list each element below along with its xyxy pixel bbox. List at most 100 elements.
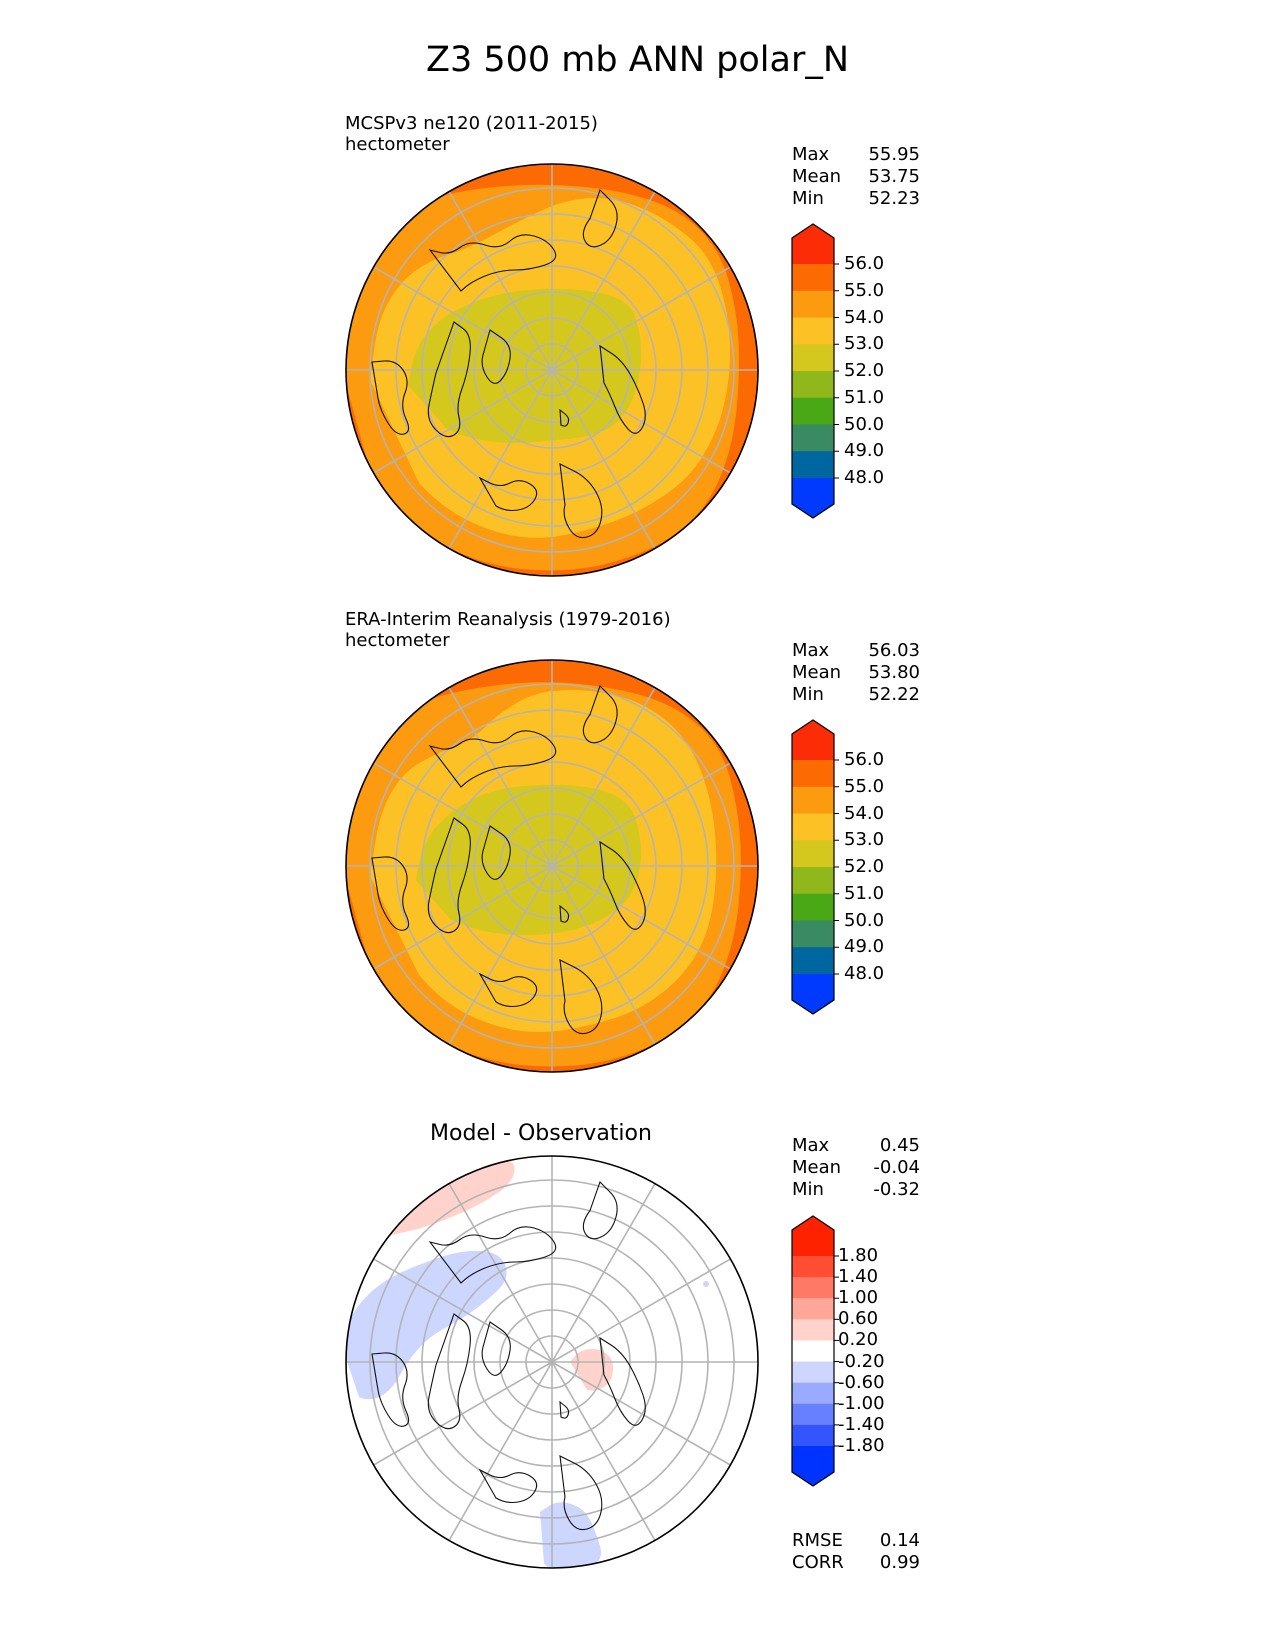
colorbar-tick-label: -1.00 — [838, 1392, 885, 1414]
coastline-path — [599, 1336, 646, 1426]
meridian-line — [436, 865, 553, 1066]
colorbar-tick-label: 49.0 — [844, 936, 885, 958]
panel-3-stats: Max 0.45 Mean -0.04 Min -0.32 — [792, 1135, 920, 1201]
meridian-line — [436, 1361, 553, 1562]
coastline-path — [481, 329, 511, 384]
coastline-path — [427, 321, 471, 438]
stat-row-max: Max 0.45 — [792, 1135, 920, 1157]
colorbar-segment — [792, 1256, 834, 1278]
colorbar-segment — [792, 371, 834, 399]
coastline-path — [371, 360, 410, 435]
stat-value: 53.80 — [868, 662, 920, 683]
stat-value: 0.14 — [879, 1530, 920, 1551]
stat-label: Max — [792, 640, 830, 661]
stat-row-min: Min -0.32 — [792, 1179, 920, 1201]
meridian-line — [352, 1246, 553, 1363]
contour-fill-52 — [416, 784, 642, 936]
figure-title: Z3 500 mb ANN polar_N — [425, 40, 850, 80]
meridian-line — [436, 369, 553, 570]
coastlines — [371, 1180, 646, 1531]
stat-row-rmse: RMSE 0.14 — [792, 1530, 920, 1552]
diff-positive-pacific — [370, 1158, 515, 1240]
map-border — [345, 163, 759, 577]
stat-label: Mean — [792, 166, 842, 187]
colorbar-segment — [792, 1424, 834, 1447]
coastline-path — [559, 1455, 603, 1531]
coastlines — [371, 188, 646, 539]
coastline-path — [481, 1321, 511, 1376]
panel-2-stats: Max 56.03 Mean 53.80 Min 52.22 — [792, 640, 920, 706]
map-border — [345, 659, 759, 1073]
colorbar-tick-label: 55.0 — [844, 279, 885, 301]
colorbar-segment — [792, 893, 834, 921]
meridian-line — [551, 750, 752, 867]
stat-value: -0.04 — [873, 1157, 920, 1178]
colorbar-segment — [792, 1361, 834, 1384]
colorbar-segment — [792, 1382, 834, 1405]
colorbar-tick-label: -0.20 — [838, 1350, 885, 1372]
stat-value: 55.95 — [868, 144, 920, 165]
coastline-path — [478, 1468, 538, 1504]
panel-1-stats: Max 55.95 Mean 53.75 Min 52.23 — [792, 144, 920, 210]
stat-row-mean: Mean 53.80 — [792, 662, 920, 684]
colorbar-extension-top — [792, 224, 834, 264]
meridian-line — [551, 865, 752, 982]
stat-value: 52.22 — [868, 684, 920, 705]
meridian-line — [352, 750, 553, 867]
stat-value: -0.32 — [873, 1179, 920, 1200]
colorbar-tick-label: 52.0 — [844, 360, 885, 381]
colorbar-tick-label: 1.80 — [838, 1245, 879, 1266]
coastline-path — [582, 1180, 618, 1240]
gridlines — [346, 164, 758, 576]
colorbar-extension-top — [792, 720, 834, 760]
coastline-path — [481, 825, 511, 880]
colorbar-tick-label: 0.20 — [838, 1329, 879, 1351]
stat-label: Max — [792, 144, 830, 165]
gridlines — [346, 660, 758, 1072]
diff-negative-speck — [703, 1281, 709, 1287]
coastline-path — [427, 1313, 471, 1430]
colorbar-segment — [792, 760, 834, 788]
meridian-line — [551, 1361, 668, 1562]
meridian-line — [551, 666, 668, 867]
coastline-path — [559, 1400, 570, 1419]
coastline-path — [427, 817, 471, 934]
meridian-line — [551, 170, 668, 371]
stat-label: Min — [792, 188, 824, 209]
coastline-path — [599, 840, 646, 930]
diff-negative-europe — [540, 1502, 601, 1568]
colorbar-segment — [792, 317, 834, 345]
colorbar-extension-bottom — [792, 974, 834, 1014]
colorbar-tick-label: 54.0 — [844, 306, 885, 328]
panel-2-units: hectometer — [345, 630, 450, 651]
colorbar-tick-label: -0.60 — [838, 1371, 885, 1393]
stat-label: RMSE — [792, 1530, 843, 1551]
meridian-line — [551, 254, 752, 371]
stat-label: Min — [792, 684, 824, 705]
coastline-path — [582, 684, 618, 744]
colorbar-segment — [792, 1340, 834, 1363]
gridlines — [346, 1156, 758, 1568]
coastline-path — [371, 856, 410, 931]
meridian-line — [352, 865, 553, 982]
colorbar-tick-label: 53.0 — [844, 829, 885, 851]
colorbar-tick-label: -1.80 — [838, 1435, 885, 1456]
panel-3-extra-stats: RMSE 0.14 CORR 0.99 — [792, 1530, 920, 1574]
stat-value: 52.23 — [868, 188, 920, 209]
colorbar-tick-label: 48.0 — [844, 467, 885, 488]
panel-3-title: Model - Observation — [430, 1121, 652, 1146]
coastline-path — [559, 904, 570, 923]
colorbar-extension-top — [792, 1216, 834, 1256]
colorbar-segment — [792, 840, 834, 868]
colorbar-extension-bottom — [792, 1446, 834, 1486]
meridian-line — [436, 1162, 553, 1363]
stat-label: Min — [792, 1179, 824, 1200]
stat-row-mean: Mean -0.04 — [792, 1157, 920, 1179]
coastline-path — [478, 476, 538, 512]
colorbar-tick-label: 52.0 — [844, 856, 885, 877]
colorbar-segment — [792, 344, 834, 372]
colorbar-tick-label: 53.0 — [844, 333, 885, 355]
colorbars — [791, 223, 839, 1487]
colorbar-segment — [792, 397, 834, 425]
coastline-path — [371, 1352, 410, 1427]
